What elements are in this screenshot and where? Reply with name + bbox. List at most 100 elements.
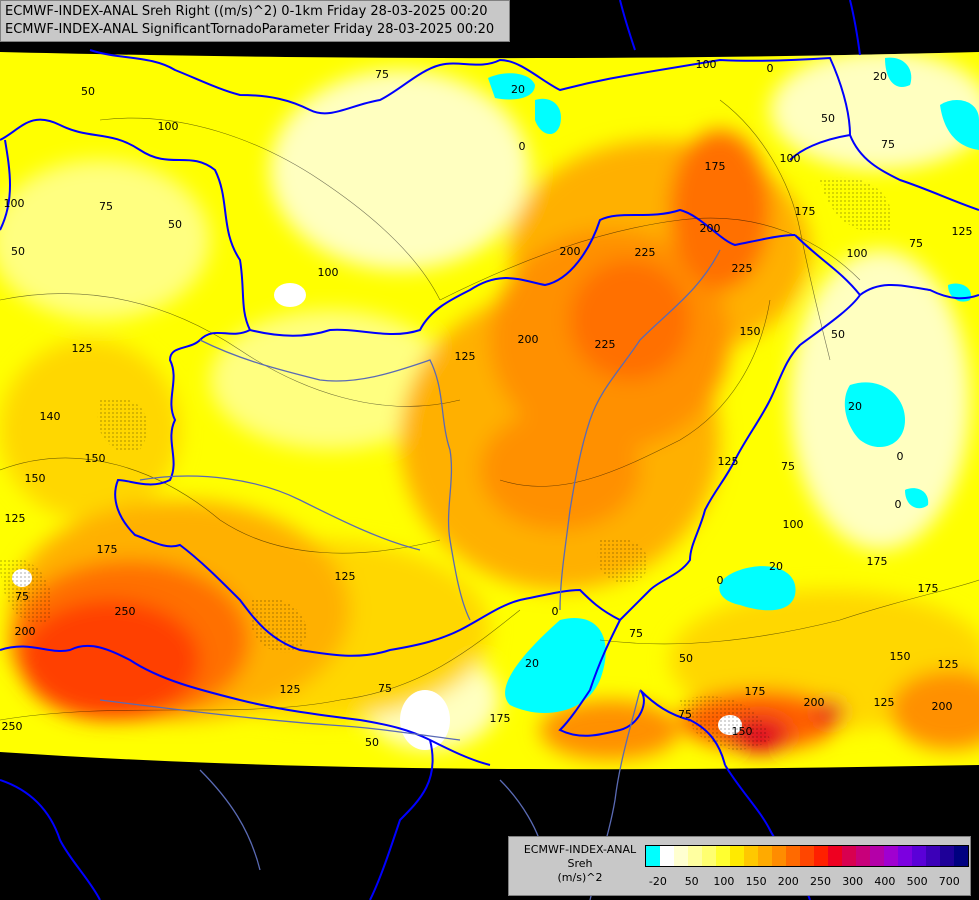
contour-label: 125 [335, 570, 356, 583]
legend-swatch [814, 846, 828, 866]
field-redorange-sw [20, 600, 200, 720]
legend-swatch [800, 846, 814, 866]
contour-label: 125 [952, 225, 973, 238]
contour-label: 75 [378, 682, 392, 695]
contour-label: 75 [881, 138, 895, 151]
contour-label: 225 [635, 246, 656, 259]
contour-label: 200 [15, 625, 36, 638]
river-tisza [559, 249, 721, 611]
stp-dots-5 [820, 177, 892, 233]
contour-label: 125 [5, 512, 26, 525]
field-cyan-east [844, 382, 905, 448]
contour-label: 125 [280, 683, 301, 696]
legend-title: ECMWF-INDEX-ANAL Sreh (m/s)^2 [513, 843, 647, 885]
legend-label: 150 [745, 875, 767, 888]
contour-label: 75 [99, 200, 113, 213]
legend-swatch [884, 846, 898, 866]
field-cyan-se [719, 566, 796, 611]
border-top-right [619, 0, 861, 56]
contour-label: 50 [81, 85, 95, 98]
contour-label: 150 [85, 452, 106, 465]
contour-label: 200 [804, 696, 825, 709]
legend-swatch [660, 846, 674, 866]
legend-swatch [870, 846, 884, 866]
field-cyan-n2 [535, 98, 561, 135]
contour-label: 20 [511, 83, 525, 96]
field-cyan-ne [940, 100, 979, 150]
contour-label: 175 [867, 555, 888, 568]
stp-dots-6 [249, 598, 307, 653]
contour-label: 225 [595, 338, 616, 351]
contour-label: 150 [890, 650, 911, 663]
legend-swatch [940, 846, 954, 866]
field-cyan-n1 [488, 73, 535, 100]
contour-label: 150 [732, 725, 753, 738]
contour-label: 175 [795, 205, 816, 218]
contour-label: 250 [2, 720, 23, 733]
contour-label: 200 [932, 700, 953, 713]
legend-label: 100 [713, 875, 735, 888]
border-bottom-1 [369, 739, 434, 900]
stp-dots-1 [597, 538, 648, 583]
title-box: ECMWF-INDEX-ANAL Sreh Right ((m/s)^2) 0-… [0, 0, 510, 42]
border-hungary-romania [619, 234, 862, 621]
stp-dots-3 [0, 558, 52, 623]
stp-dots-4 [680, 696, 770, 750]
contour-label: 20 [848, 400, 862, 413]
legend-swatch [716, 846, 730, 866]
contour-label: 100 [783, 518, 804, 531]
contour-label: 100 [847, 247, 868, 260]
contour-label: 0 [895, 498, 902, 511]
field-darkorange-center [570, 260, 690, 380]
field-pale-center [210, 310, 450, 450]
contour-label: 175 [745, 685, 766, 698]
contour-label: 175 [490, 712, 511, 725]
legend: ECMWF-INDEX-ANAL Sreh (m/s)^2 -20 50 100 15… [508, 836, 971, 896]
contour-label: 175 [918, 582, 939, 595]
river-drava [139, 475, 421, 551]
contour-label: 75 [909, 237, 923, 250]
legend-swatch [646, 846, 660, 866]
contour-label: 125 [938, 658, 959, 671]
field-white-sw [400, 690, 450, 750]
field-cyan-ne-2 [885, 57, 912, 87]
contour-label: 50 [821, 112, 835, 125]
legend-swatch [688, 846, 702, 866]
contour-label: 150 [25, 472, 46, 485]
contour-lines [0, 99, 979, 721]
contour-label: 50 [679, 652, 693, 665]
contour-label: 125 [874, 696, 895, 709]
legend-color-bar [645, 845, 969, 867]
legend-swatch [898, 846, 912, 866]
contour-label: 75 [629, 627, 643, 640]
field-orange-sse [540, 700, 680, 760]
border-serbia [558, 619, 726, 766]
legend-title-line-2: Sreh [567, 857, 593, 870]
contour-label: 175 [705, 160, 726, 173]
border-north [0, 49, 852, 231]
legend-label: 700 [938, 875, 960, 888]
contour-label: 100 [780, 152, 801, 165]
contour-label: 100 [696, 58, 717, 71]
field-cyan-e2 [905, 488, 929, 509]
border-czech-poland [0, 118, 796, 337]
border-west-hungary [114, 329, 621, 657]
legend-labels: -20 50 100 150 200 250 300 400 500 700 [645, 875, 967, 889]
contour-label: 20 [769, 560, 783, 573]
legend-label: 300 [842, 875, 864, 888]
contour-label: 100 [4, 197, 25, 210]
border-south-croatia [0, 644, 491, 766]
river-sava [99, 699, 461, 741]
legend-swatch [856, 846, 870, 866]
stp-dots-2 [97, 398, 148, 452]
legend-swatch [828, 846, 842, 866]
contour-label: 125 [455, 350, 476, 363]
field-light-west [0, 160, 210, 320]
legend-swatch [674, 846, 688, 866]
field-orange-deep-2 [480, 410, 640, 530]
contour-label: 100 [318, 266, 339, 279]
contour-label: 0 [519, 140, 526, 153]
legend-swatch [912, 846, 926, 866]
legend-title-line-3: (m/s)^2 [557, 871, 603, 884]
